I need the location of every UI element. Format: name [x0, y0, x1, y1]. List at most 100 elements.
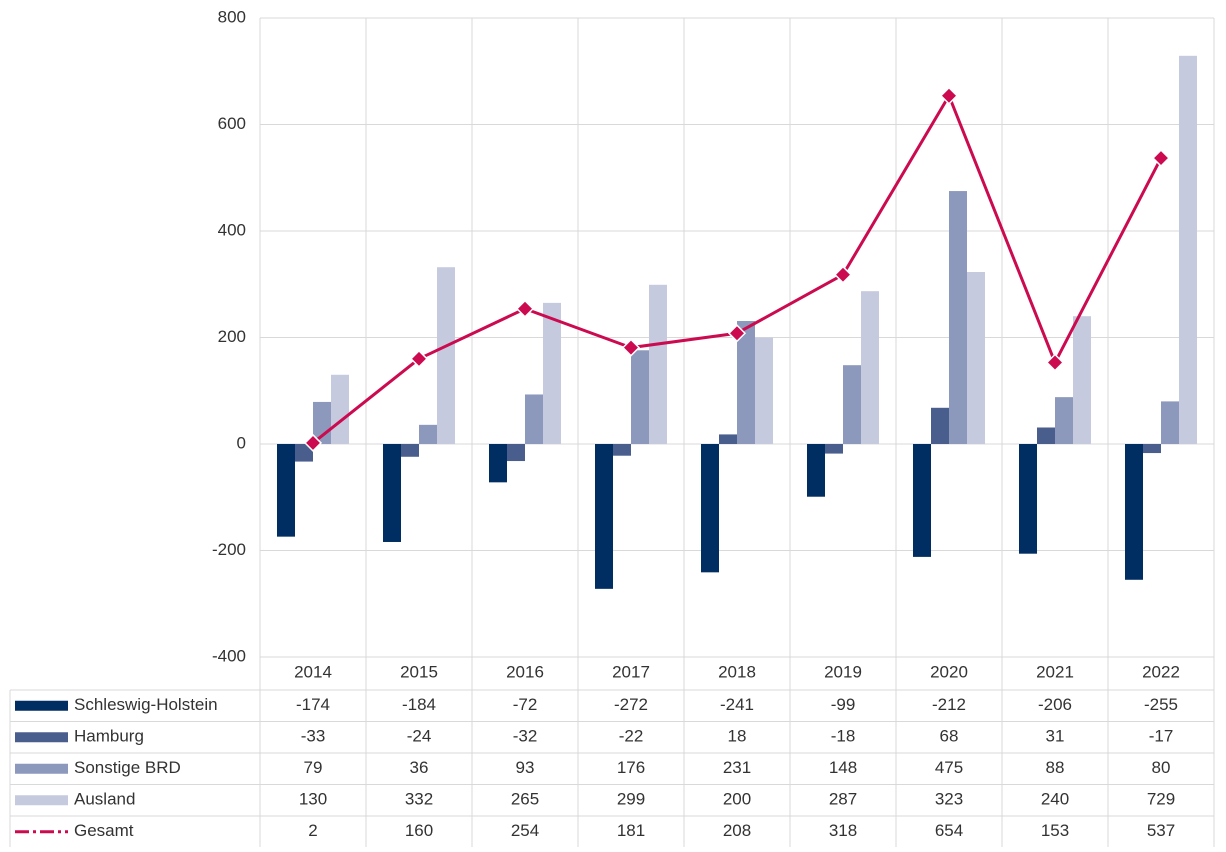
table-cell: 181 — [617, 821, 645, 840]
legend-key — [15, 763, 68, 774]
bar — [967, 272, 985, 444]
x-tick-label: 2021 — [1036, 662, 1074, 681]
table-cell: 200 — [723, 790, 751, 809]
table-cell: -33 — [301, 727, 326, 746]
legend-label: Sonstige BRD — [74, 758, 181, 777]
bar — [649, 284, 667, 444]
legend-label: Ausland — [74, 790, 135, 809]
bar — [949, 191, 967, 444]
table-cell: 332 — [405, 790, 433, 809]
bar — [807, 444, 825, 497]
table-cell: 318 — [829, 821, 857, 840]
x-tick-label: 2018 — [718, 662, 756, 681]
bar — [543, 302, 561, 444]
marker — [621, 338, 641, 357]
table-cell: -22 — [619, 727, 644, 746]
table-cell: 79 — [304, 758, 323, 777]
marker — [409, 349, 429, 368]
bar — [1125, 444, 1143, 580]
y-tick-label: -400 — [212, 646, 246, 665]
bar — [331, 374, 349, 444]
bar — [755, 337, 773, 444]
table-cell: 130 — [299, 790, 327, 809]
y-tick-label: 200 — [218, 327, 246, 346]
bar — [1143, 444, 1161, 454]
table-cell: 36 — [410, 758, 429, 777]
bar — [701, 444, 719, 573]
y-tick-label: 400 — [218, 220, 246, 239]
table-cell: 88 — [1046, 758, 1065, 777]
table-cell: -255 — [1144, 695, 1178, 714]
table-cell: 240 — [1041, 790, 1069, 809]
table-cell: -99 — [831, 695, 856, 714]
table-cell: 231 — [723, 758, 751, 777]
y-tick-label: -200 — [212, 540, 246, 559]
bar — [1179, 55, 1197, 445]
table-cell: 654 — [935, 821, 963, 840]
table-cell: -72 — [513, 695, 538, 714]
x-tick-label: 2019 — [824, 662, 862, 681]
bar — [277, 444, 295, 537]
bar — [295, 444, 313, 462]
x-tick-label: 2017 — [612, 662, 650, 681]
x-tick-label: 2016 — [506, 662, 544, 681]
table-cell: 299 — [617, 790, 645, 809]
table-cell: 18 — [728, 727, 747, 746]
bar — [1073, 316, 1091, 444]
bar — [507, 444, 525, 462]
bar — [437, 267, 455, 444]
bar — [1161, 401, 1179, 444]
marker — [303, 433, 323, 452]
table-cell: -17 — [1149, 727, 1174, 746]
table-cell: -206 — [1038, 695, 1072, 714]
table-cell: 80 — [1152, 758, 1171, 777]
table-cell: 475 — [935, 758, 963, 777]
x-tick-label: 2022 — [1142, 662, 1180, 681]
legend-key — [15, 795, 68, 806]
marker — [1151, 148, 1171, 168]
table-cell: -212 — [932, 695, 966, 714]
y-tick-label: 600 — [218, 114, 246, 133]
table-cell: -174 — [296, 695, 330, 714]
x-tick-label: 2020 — [930, 662, 968, 681]
bar — [913, 444, 931, 557]
bar — [383, 444, 401, 542]
table-cell: -24 — [407, 727, 432, 746]
legend-key — [15, 732, 68, 743]
table-cell: -241 — [720, 695, 754, 714]
table-cell: 265 — [511, 790, 539, 809]
legend-label: Hamburg — [74, 727, 144, 746]
y-tick-label: 800 — [218, 7, 246, 26]
table-cell: 537 — [1147, 821, 1175, 840]
table-cell: -32 — [513, 727, 538, 746]
table-cell: 287 — [829, 790, 857, 809]
table-cell: 153 — [1041, 821, 1069, 840]
bar — [737, 320, 755, 444]
bar — [931, 407, 949, 444]
bar — [489, 444, 507, 483]
y-tick-label: 0 — [237, 433, 246, 452]
bar — [1019, 444, 1037, 554]
marker — [727, 324, 747, 343]
marker — [939, 86, 959, 105]
bar — [401, 444, 419, 457]
table-cell: 729 — [1147, 790, 1175, 809]
table-cell: 208 — [723, 821, 751, 840]
bar — [825, 444, 843, 454]
marker — [515, 299, 535, 318]
marker — [1045, 353, 1065, 372]
bar — [631, 350, 649, 444]
table-cell: 68 — [940, 727, 959, 746]
table-cell: 2 — [308, 821, 317, 840]
x-tick-label: 2015 — [400, 662, 438, 681]
bar — [525, 394, 543, 444]
bar — [613, 444, 631, 456]
bar — [861, 291, 879, 444]
bar — [1037, 427, 1055, 444]
bar — [419, 424, 437, 444]
table-cell: 93 — [516, 758, 535, 777]
marker — [833, 265, 853, 284]
table-cell: 31 — [1046, 727, 1065, 746]
table-cell: 148 — [829, 758, 857, 777]
bar — [595, 444, 613, 589]
